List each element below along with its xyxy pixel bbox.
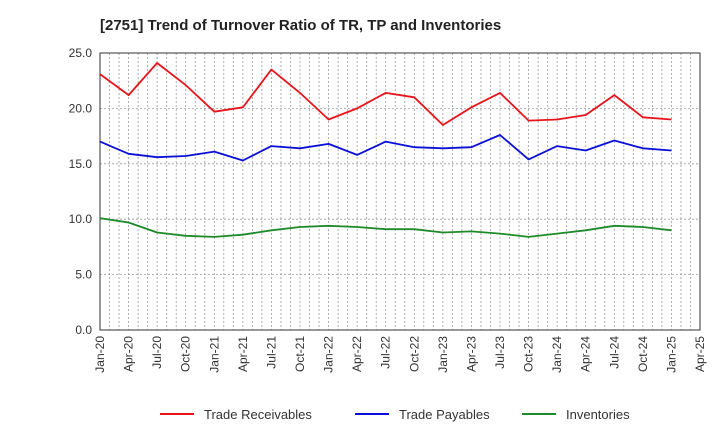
y-tick-label: 15.0 — [69, 157, 93, 171]
x-tick-label: Jul-20 — [150, 336, 164, 369]
x-tick-label: Apr-21 — [236, 336, 250, 372]
x-tick-label: Jan-23 — [436, 336, 450, 373]
x-tick-label: Oct-21 — [293, 336, 307, 372]
y-tick-label: 20.0 — [69, 101, 93, 115]
chart-title: [2751] Trend of Turnover Ratio of TR, TP… — [100, 17, 501, 34]
y-tick-label: 0.0 — [75, 323, 92, 337]
x-tick-label: Jul-21 — [264, 336, 278, 369]
y-tick-label: 5.0 — [75, 268, 92, 282]
grid — [100, 53, 700, 330]
legend-label: Trade Payables — [399, 407, 490, 422]
x-tick-label: Jul-23 — [493, 336, 507, 369]
x-tick-label: Jan-22 — [322, 336, 336, 373]
axes: 0.0 5.0 10.0 15.0 20.0 25.0 Jan-20 Apr-20 Jul-20… — [69, 46, 707, 373]
x-tick-label: Oct-23 — [522, 336, 536, 372]
x-tick-label: Apr-20 — [122, 336, 136, 372]
legend: Trade Receivables Trade Payables Inventori… — [160, 407, 630, 422]
x-tick-label: Apr-22 — [350, 336, 364, 372]
series-lines — [99, 62, 672, 238]
x-tick-label: Apr-25 — [693, 336, 707, 372]
series-line-trade-payables — [99, 134, 672, 162]
x-tick-label: Oct-24 — [636, 336, 650, 372]
x-tick-label: Jul-24 — [607, 336, 621, 369]
legend-label: Trade Receivables — [204, 407, 312, 422]
x-tick-label: Apr-24 — [579, 336, 593, 372]
x-tick-label: Oct-20 — [179, 336, 193, 372]
legend-label: Inventories — [566, 407, 630, 422]
plot-frame — [99, 52, 701, 331]
x-tick-label: Jan-24 — [550, 336, 564, 373]
x-tick-label: Jan-20 — [93, 336, 107, 373]
y-tick-label: 10.0 — [69, 212, 93, 226]
series-line-inventories — [99, 217, 672, 238]
x-tick-label: Jan-25 — [664, 336, 678, 373]
x-tick-label: Jan-21 — [207, 336, 221, 373]
x-tick-label: Oct-22 — [407, 336, 421, 372]
x-tick-label: Apr-23 — [464, 336, 478, 372]
x-tick-label: Jul-22 — [379, 336, 393, 369]
y-tick-label: 25.0 — [69, 46, 93, 60]
series-line-trade-receivables — [99, 62, 672, 126]
